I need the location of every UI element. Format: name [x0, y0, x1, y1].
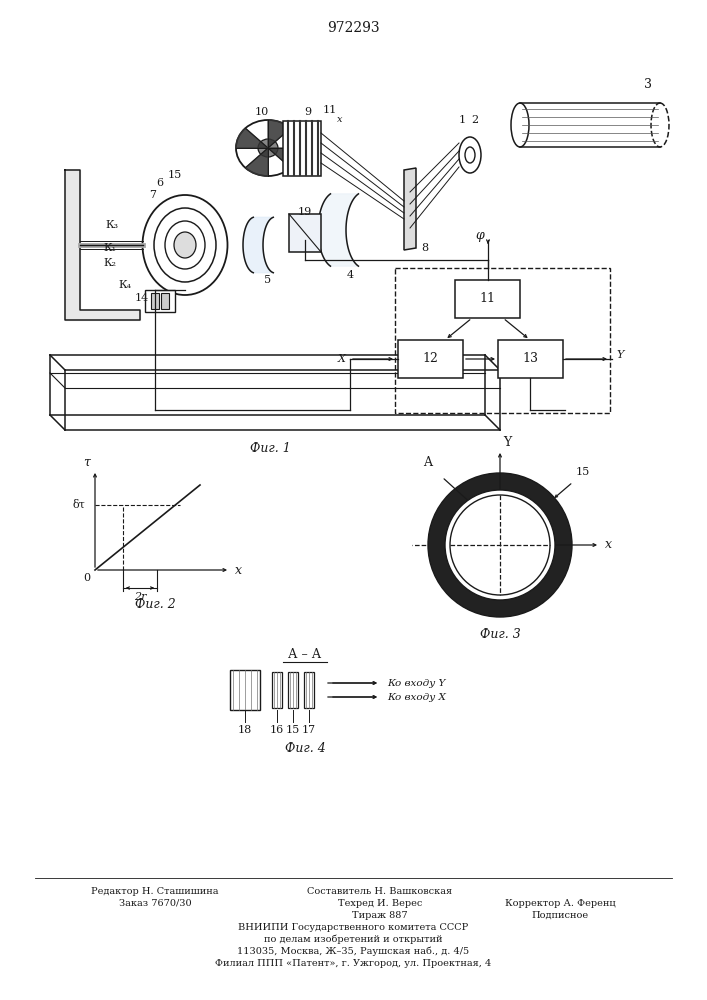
Bar: [455, 280, 520, 318]
Text: Подписное: Подписное: [532, 910, 588, 920]
Text: Филиал ППП «Патент», г. Ужгород, ул. Проектная, 4: Филиал ППП «Патент», г. Ужгород, ул. Про…: [215, 958, 491, 968]
Text: 19: 19: [298, 207, 312, 217]
Ellipse shape: [258, 139, 278, 157]
Polygon shape: [236, 128, 268, 148]
Bar: [161, 293, 169, 309]
Bar: [145, 290, 175, 312]
Text: Техред И. Верес: Техред И. Верес: [338, 898, 422, 908]
Text: 972293: 972293: [327, 21, 380, 35]
Text: К₂: К₂: [103, 258, 117, 268]
Ellipse shape: [174, 232, 196, 258]
Bar: [395, 268, 610, 413]
Polygon shape: [65, 170, 140, 320]
Text: Заказ 7670/30: Заказ 7670/30: [119, 898, 192, 908]
Text: 12: 12: [422, 353, 438, 365]
Text: 15: 15: [576, 467, 590, 477]
Text: Фиг. 1: Фиг. 1: [250, 442, 291, 454]
Bar: [498, 340, 563, 378]
Text: Y: Y: [503, 436, 511, 448]
Polygon shape: [268, 148, 300, 168]
Text: 10: 10: [255, 107, 269, 117]
Text: 1: 1: [458, 115, 466, 125]
Text: Фиг. 4: Фиг. 4: [285, 742, 325, 754]
Text: 11: 11: [479, 292, 495, 306]
Text: 6: 6: [156, 178, 163, 188]
Text: Составитель Н. Вашковская: Составитель Н. Вашковская: [308, 886, 452, 896]
Text: Фиг. 2: Фиг. 2: [134, 598, 175, 611]
Text: 13: 13: [522, 353, 538, 365]
Text: Фиг. 3: Фиг. 3: [479, 629, 520, 642]
Polygon shape: [243, 217, 274, 273]
Polygon shape: [268, 120, 291, 148]
Text: 3: 3: [644, 79, 652, 92]
Text: Корректор А. Ференц: Корректор А. Ференц: [505, 898, 615, 908]
Text: X: X: [338, 354, 346, 364]
Bar: [151, 293, 159, 309]
Text: 7: 7: [149, 190, 156, 200]
Text: 8: 8: [421, 243, 428, 253]
Circle shape: [445, 490, 555, 600]
Polygon shape: [318, 194, 358, 266]
Text: 0: 0: [83, 573, 90, 583]
Circle shape: [428, 473, 572, 617]
Polygon shape: [404, 168, 416, 250]
Text: τ: τ: [83, 456, 90, 468]
Text: x: x: [235, 564, 242, 576]
Bar: [283, 121, 321, 176]
Text: А – А: А – А: [288, 648, 322, 662]
Bar: [398, 340, 463, 378]
Text: A: A: [423, 456, 433, 468]
Bar: [288, 672, 298, 708]
Text: 18: 18: [238, 725, 252, 735]
Text: 14: 14: [135, 293, 149, 303]
Text: 17: 17: [302, 725, 316, 735]
Text: 9: 9: [305, 107, 312, 117]
Text: φ: φ: [476, 230, 484, 242]
Bar: [230, 670, 260, 710]
Text: К₁: К₁: [103, 243, 117, 253]
Text: по делам изобретений и открытий: по делам изобретений и открытий: [264, 934, 443, 944]
Text: 113035, Москва, Ж–35, Раушская наб., д. 4/5: 113035, Москва, Ж–35, Раушская наб., д. …: [237, 946, 469, 956]
Polygon shape: [245, 148, 268, 176]
Text: Y: Y: [617, 350, 624, 360]
Text: 11: 11: [323, 105, 337, 115]
Text: Редактор Н. Сташишина: Редактор Н. Сташишина: [91, 886, 218, 896]
Text: 5: 5: [264, 275, 271, 285]
Text: 2r: 2r: [134, 592, 146, 602]
Text: 2: 2: [472, 115, 479, 125]
Text: x: x: [604, 538, 612, 552]
Bar: [304, 672, 314, 708]
Text: К₄: К₄: [119, 280, 132, 290]
Text: Тираж 887: Тираж 887: [352, 910, 408, 920]
Text: 15: 15: [168, 170, 182, 180]
Bar: [272, 672, 282, 708]
Text: ВНИИПИ Государственного комитета СССР: ВНИИПИ Государственного комитета СССР: [238, 922, 468, 932]
Text: К₃: К₃: [105, 220, 119, 230]
Text: x: x: [337, 115, 343, 124]
Text: 4: 4: [346, 270, 354, 280]
Text: Ко входу Y: Ко входу Y: [387, 678, 445, 688]
Text: Ко входу X: Ко входу X: [387, 692, 446, 702]
Bar: [289, 214, 321, 252]
Text: 16: 16: [270, 725, 284, 735]
Text: δτ: δτ: [73, 500, 86, 510]
Text: 15: 15: [286, 725, 300, 735]
